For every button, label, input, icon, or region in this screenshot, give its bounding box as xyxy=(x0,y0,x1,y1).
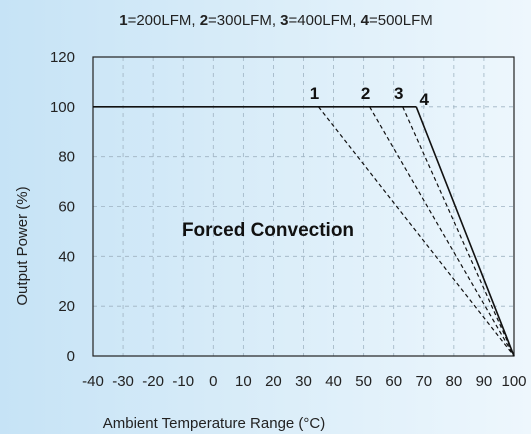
y-tick-label: 100 xyxy=(50,99,75,116)
legend-number-4: 4 xyxy=(361,12,370,29)
legend-desc-2: =300LFM, xyxy=(208,12,280,29)
derating-line-2 xyxy=(369,106,515,357)
x-tick-label: -20 xyxy=(142,373,164,390)
y-tick-label: 120 xyxy=(50,49,75,66)
y-tick-label: 20 xyxy=(58,298,75,315)
x-tick-label: 20 xyxy=(265,373,282,390)
x-axis-label: Ambient Temperature Range (°C) xyxy=(103,415,326,432)
y-tick-label: 40 xyxy=(58,248,75,265)
grid-lines xyxy=(93,57,514,356)
legend-number-3: 3 xyxy=(280,12,288,29)
derating-line-4 xyxy=(415,106,515,357)
x-tick-label: 0 xyxy=(209,373,217,390)
y-axis-ticks: 0 20 40 60 80 100 120 xyxy=(50,49,75,365)
legend-number-2: 2 xyxy=(200,12,208,29)
annotation-text: Forced Convection xyxy=(182,220,354,241)
derating-line-3 xyxy=(402,106,515,357)
x-tick-label: 30 xyxy=(295,373,312,390)
chart-legend: 1=200LFM, 2=300LFM, 3=400LFM, 4=500LFM xyxy=(119,12,433,29)
legend-desc-1: =200LFM, xyxy=(128,12,200,29)
y-tick-label: 80 xyxy=(58,149,75,166)
curve-label-1: 1 xyxy=(310,84,319,103)
curve-label-3: 3 xyxy=(394,84,403,103)
x-tick-label: 70 xyxy=(415,373,432,390)
x-tick-label: 90 xyxy=(476,373,493,390)
derating-curves xyxy=(93,106,515,357)
legend-desc-3: =400LFM, xyxy=(289,12,361,29)
legend-desc-4: =500LFM xyxy=(369,12,433,29)
curve-label-4: 4 xyxy=(420,90,430,109)
y-tick-label: 0 xyxy=(67,348,75,365)
plot-frame xyxy=(92,56,515,357)
x-tick-label: -40 xyxy=(82,373,104,390)
y-axis-label: Output Power (%) xyxy=(14,186,31,305)
x-tick-label: -10 xyxy=(172,373,194,390)
x-tick-label: 100 xyxy=(501,373,526,390)
x-tick-label: 60 xyxy=(385,373,402,390)
curve-label-2: 2 xyxy=(361,84,370,103)
x-tick-label: -30 xyxy=(112,373,134,390)
x-tick-label: 80 xyxy=(446,373,463,390)
x-axis-ticks: -40 -30 -20 -10 0 10 20 30 40 50 60 70 80 90 100 xyxy=(82,373,526,390)
legend-number-1: 1 xyxy=(119,12,127,29)
derating-line-1 xyxy=(318,106,515,357)
x-tick-label: 40 xyxy=(325,373,342,390)
x-tick-label: 50 xyxy=(355,373,372,390)
x-tick-label: 10 xyxy=(235,373,252,390)
y-tick-label: 60 xyxy=(58,199,75,216)
